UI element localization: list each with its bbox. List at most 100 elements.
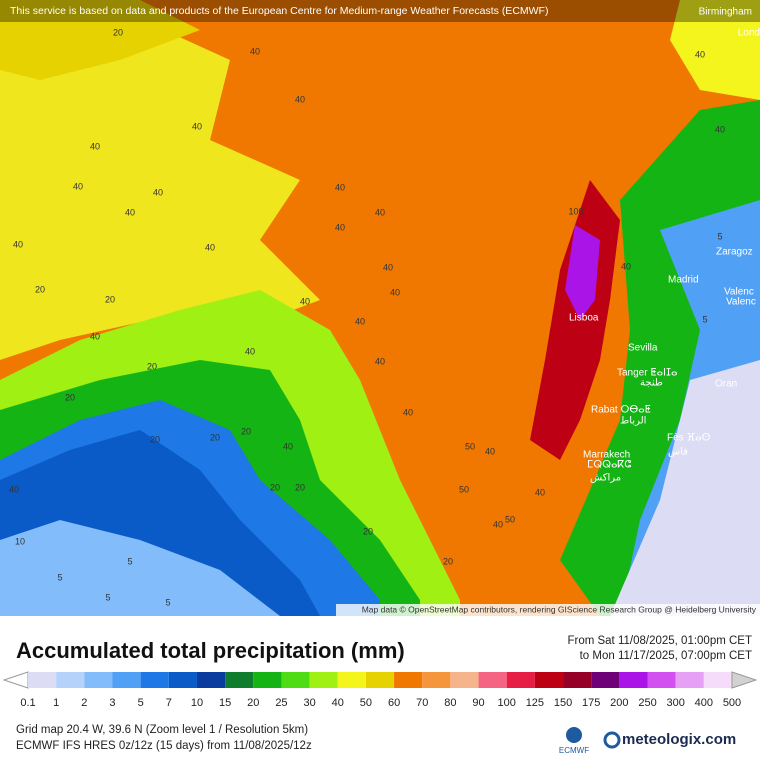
colorbar-cell bbox=[140, 672, 169, 688]
model-info: ECMWF IFS HRES 0z/12z (15 days) from 11/… bbox=[16, 740, 312, 752]
ecmwf-logo: ECMWF bbox=[559, 746, 589, 755]
map-area bbox=[610, 360, 760, 616]
contour-label: 40 bbox=[485, 446, 495, 456]
colorbar-label: 10 bbox=[191, 697, 203, 709]
colorbar-label: 1 bbox=[53, 697, 59, 709]
contour-label: 40 bbox=[13, 239, 23, 249]
place-label: Zaragoz bbox=[716, 247, 753, 258]
contour-label: 20 bbox=[150, 434, 160, 444]
contour-label: 40 bbox=[335, 222, 345, 232]
map-area bbox=[670, 0, 760, 100]
contour-label: 40 bbox=[90, 331, 100, 341]
contour-label: 50 bbox=[459, 484, 469, 494]
colorbar-cell bbox=[225, 672, 254, 688]
colorbar-cell bbox=[56, 672, 85, 688]
colorbar-label: 100 bbox=[498, 697, 516, 709]
contour-label: 40 bbox=[715, 124, 725, 134]
contour-label: 40 bbox=[205, 242, 215, 252]
colorbar-label: 300 bbox=[667, 697, 685, 709]
place-label: Birmingham bbox=[699, 7, 752, 18]
colorbar-label: 60 bbox=[388, 697, 400, 709]
colorbar-cell bbox=[84, 672, 113, 688]
colorbar-label: 30 bbox=[303, 697, 315, 709]
contour-label: 40 bbox=[250, 46, 260, 56]
colorbar-cell bbox=[591, 672, 620, 688]
place-label: Madrid bbox=[668, 275, 699, 286]
attribution-bar bbox=[0, 0, 760, 22]
colorbar-cell bbox=[478, 672, 507, 688]
colorbar-label: 25 bbox=[275, 697, 287, 709]
contour-label: 40 bbox=[375, 356, 385, 366]
contour-label: 50 bbox=[465, 441, 475, 451]
contour-label: 40 bbox=[125, 207, 135, 217]
contour-label: 20 bbox=[443, 556, 453, 566]
colorbar-cell bbox=[196, 672, 226, 688]
colorbar-cell bbox=[703, 672, 732, 688]
contour-label: 10 bbox=[15, 536, 25, 546]
brand-icon bbox=[603, 731, 621, 749]
contour-label: 40 bbox=[90, 141, 100, 151]
colorbar-label: 125 bbox=[526, 697, 544, 709]
colorbar-label: 0.1 bbox=[20, 697, 35, 709]
contour-label: 5 bbox=[717, 231, 722, 241]
colorbar-label: 80 bbox=[444, 697, 456, 709]
contour-label: 40 bbox=[375, 207, 385, 217]
contour-label: 50 bbox=[505, 514, 515, 524]
colorbar-label: 15 bbox=[219, 697, 231, 709]
contour-label: 40 bbox=[300, 296, 310, 306]
credit-bar bbox=[336, 604, 760, 616]
map-area bbox=[565, 225, 600, 320]
place-label: Oran bbox=[715, 379, 737, 390]
contour-label: 20 bbox=[363, 526, 373, 536]
colorbar-cell bbox=[253, 672, 282, 688]
grid-info: Grid map 20.4 W, 39.6 N (Zoom level 1 / … bbox=[16, 724, 308, 736]
brand: meteologix.com bbox=[622, 731, 736, 748]
colorbar-cell bbox=[619, 672, 648, 688]
colorbar-cell bbox=[112, 672, 141, 688]
contour-label: 20 bbox=[35, 284, 45, 294]
contour-label: 40 bbox=[695, 49, 705, 59]
place-label: مراكش bbox=[590, 473, 621, 484]
contour-label: 20 bbox=[295, 482, 305, 492]
place-label: Valenc bbox=[724, 287, 754, 298]
contour-label: 40 bbox=[535, 487, 545, 497]
place-label: Marrakech bbox=[583, 450, 630, 461]
map-area bbox=[0, 0, 200, 80]
colorbar-cell bbox=[168, 672, 197, 688]
colorbar-end bbox=[731, 671, 758, 689]
place-label: ⵎⵕⵕⴰⴽⵛ bbox=[587, 460, 631, 471]
colorbar-label: 70 bbox=[416, 697, 428, 709]
contour-label: 40 bbox=[192, 121, 202, 131]
colorbar-cell bbox=[365, 672, 395, 688]
colorbar-label: 150 bbox=[554, 697, 572, 709]
colorbar-cell bbox=[563, 672, 592, 688]
colorbar-cell bbox=[647, 672, 676, 688]
place-label: Rabat ⵔⴱⴰⵟ bbox=[591, 405, 651, 416]
contour-label: 5 bbox=[57, 572, 62, 582]
contour-label: 40 bbox=[9, 484, 19, 494]
contour-label: 40 bbox=[295, 94, 305, 104]
colorbar-label: 400 bbox=[695, 697, 713, 709]
contour-label: 40 bbox=[621, 261, 631, 271]
colorbar-cell bbox=[422, 672, 451, 688]
place-label: طنجة bbox=[640, 378, 663, 389]
colorbar-cell bbox=[534, 672, 564, 688]
colorbar-label: 90 bbox=[472, 697, 484, 709]
colorbar-cell bbox=[28, 672, 57, 688]
contour-label: 40 bbox=[403, 407, 413, 417]
colorbar-cell bbox=[450, 672, 479, 688]
contour-label: 20 bbox=[270, 482, 280, 492]
place-label: Valenc bbox=[726, 297, 756, 308]
colorbar-label: 500 bbox=[723, 697, 741, 709]
place-label: فاس bbox=[668, 447, 688, 458]
contour-label: 40 bbox=[283, 441, 293, 451]
colorbar-cell bbox=[281, 672, 310, 688]
colorbar-cell bbox=[506, 672, 535, 688]
map-area bbox=[0, 520, 280, 616]
map-credit: Map data © OpenStreetMap contributors, r… bbox=[362, 604, 757, 614]
place-label: Sevilla bbox=[628, 343, 658, 354]
place-label: Fès ⴼⴰⵙ bbox=[667, 433, 711, 444]
map-area bbox=[0, 10, 320, 360]
colorbar-cell bbox=[309, 672, 338, 688]
colorbar-label: 5 bbox=[138, 697, 144, 709]
